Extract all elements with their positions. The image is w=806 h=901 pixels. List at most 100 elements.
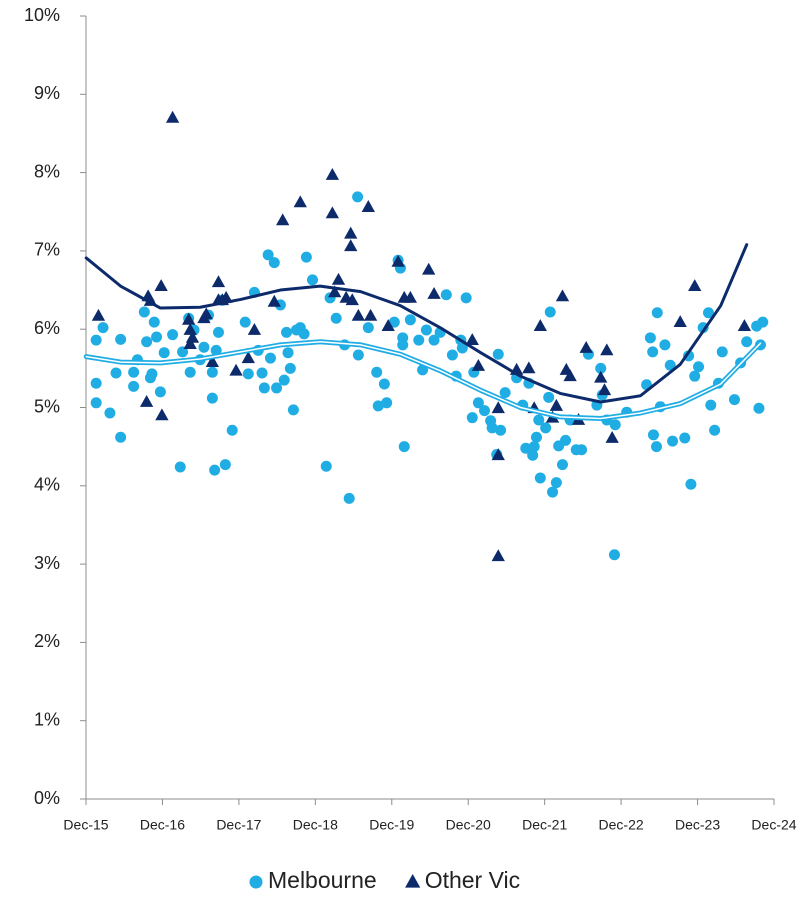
point: [576, 444, 588, 456]
point: [344, 226, 358, 239]
point: [471, 359, 486, 371]
point: [667, 435, 679, 447]
legend-label: Other Vic: [425, 867, 520, 893]
point: [605, 431, 619, 443]
legend-marker: [249, 875, 263, 889]
point: [154, 279, 168, 292]
point: [533, 414, 545, 426]
point: [242, 368, 254, 380]
trend-line: [84, 243, 749, 404]
point: [128, 380, 140, 392]
point: [709, 424, 721, 436]
point: [139, 395, 154, 407]
point: [528, 441, 540, 453]
point: [693, 361, 705, 373]
point: [144, 372, 156, 384]
point: [167, 329, 179, 341]
x-tick-label: Dec-24: [751, 817, 796, 833]
point: [363, 308, 378, 321]
point: [293, 195, 307, 208]
point: [651, 441, 663, 453]
point: [495, 424, 507, 436]
y-tick-label: 9%: [34, 83, 60, 103]
point: [371, 366, 383, 378]
legend: Melbourne Other Vic: [249, 867, 520, 893]
point: [492, 348, 504, 360]
point: [174, 461, 186, 473]
point: [600, 343, 614, 356]
point: [522, 361, 536, 374]
point: [547, 486, 559, 498]
x-tick-label: Dec-15: [63, 817, 108, 833]
point: [90, 334, 102, 346]
y-tick-label: 0%: [34, 788, 60, 808]
point: [155, 408, 169, 421]
point: [90, 397, 102, 409]
point: [544, 306, 556, 318]
point: [609, 419, 621, 431]
point: [741, 336, 753, 348]
point: [138, 306, 150, 318]
point: [209, 464, 221, 476]
point: [456, 342, 468, 354]
point: [540, 422, 552, 434]
x-tick-label: Dec-16: [140, 817, 185, 833]
point: [345, 293, 359, 306]
point: [199, 307, 213, 320]
point: [352, 191, 364, 203]
point: [688, 279, 702, 292]
point: [182, 312, 196, 325]
point: [664, 359, 676, 371]
point: [479, 405, 491, 417]
point: [104, 407, 116, 419]
point: [555, 289, 570, 302]
x-tick-label: Dec-23: [675, 817, 720, 833]
point: [378, 378, 390, 390]
point: [647, 429, 659, 441]
point: [679, 432, 691, 444]
point: [154, 386, 166, 398]
point: [388, 316, 400, 328]
point: [398, 441, 410, 453]
point: [595, 362, 607, 374]
point: [287, 404, 299, 416]
point: [229, 363, 243, 376]
point: [184, 366, 196, 378]
point: [330, 312, 342, 324]
point: [183, 337, 197, 349]
point: [262, 249, 274, 261]
point: [397, 339, 409, 351]
point: [391, 254, 405, 267]
point: [597, 383, 612, 396]
point: [211, 275, 226, 288]
point: [737, 319, 752, 331]
point: [705, 399, 717, 411]
point: [97, 322, 109, 334]
point: [422, 262, 436, 275]
point: [271, 382, 283, 394]
point: [328, 285, 342, 298]
point: [264, 352, 276, 364]
point: [757, 316, 769, 328]
point: [343, 492, 355, 504]
point: [325, 167, 340, 180]
point: [533, 319, 547, 331]
x-tick-label: Dec-22: [599, 817, 644, 833]
point: [177, 346, 189, 358]
point: [198, 341, 210, 353]
point: [420, 324, 432, 336]
point: [702, 307, 714, 319]
point: [685, 478, 697, 490]
y-tick-label: 5%: [34, 396, 60, 416]
point: [446, 349, 458, 361]
y-tick-label: 10%: [24, 5, 60, 25]
point: [491, 401, 505, 414]
point: [491, 448, 505, 461]
y-tick-label: 8%: [34, 161, 60, 181]
y-tick-label: 7%: [34, 240, 60, 260]
x-tick-label: Dec-18: [293, 817, 338, 833]
point: [466, 412, 478, 424]
point: [219, 290, 233, 303]
point: [472, 397, 484, 409]
